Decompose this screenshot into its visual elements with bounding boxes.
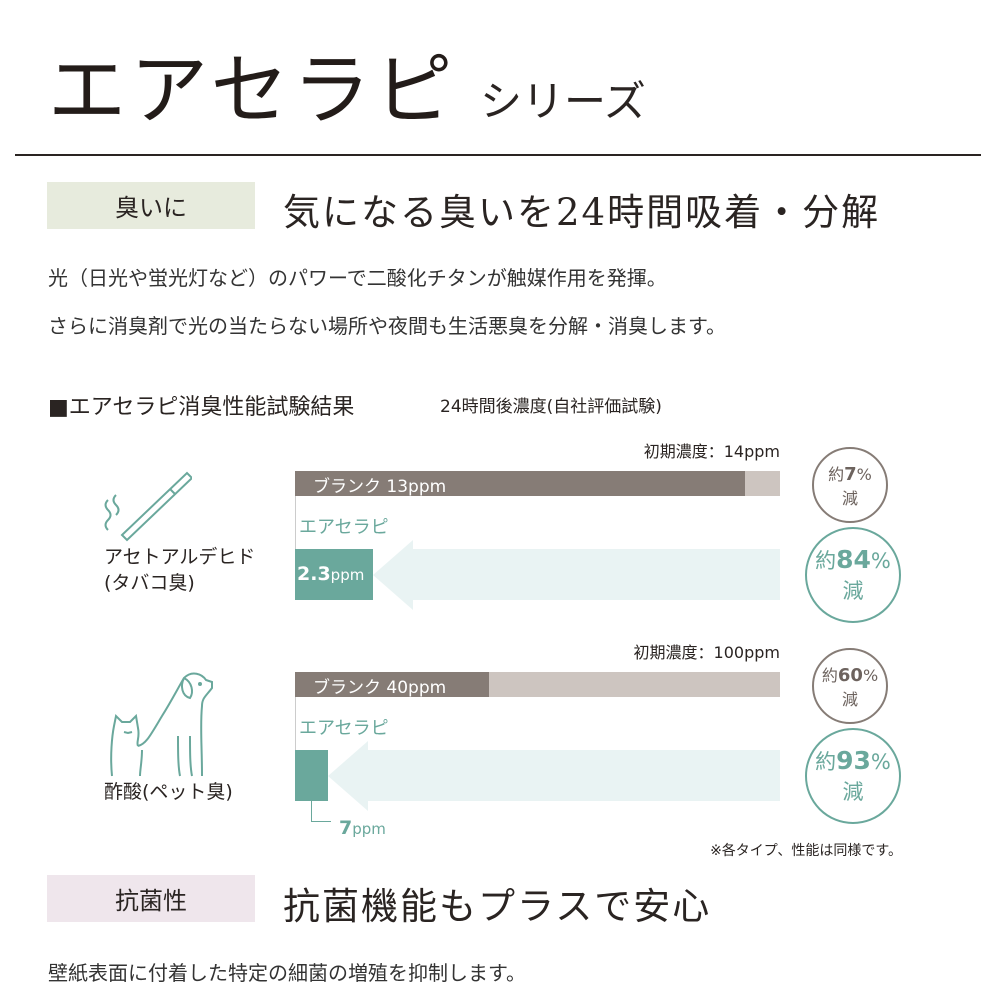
footnote: ※各タイプ、性能は同様です。 (710, 843, 902, 859)
section-tag-odor: 臭いに (47, 182, 255, 229)
section-tag-antibacterial: 抗菌性 (47, 875, 255, 922)
connector (311, 801, 312, 821)
product-reduction-badge: 約84% 減 (805, 527, 901, 623)
blank-label: ブランク 40ppm (313, 678, 447, 698)
test-heading: ■エアセラピ消臭性能試験結果 (48, 395, 355, 420)
blank-bar (295, 471, 746, 496)
page-title: エアセラピ (48, 46, 457, 136)
initial-concentration: 初期濃度：100ppm (633, 643, 780, 662)
odor-name: 酢酸(ペット臭) (104, 781, 233, 803)
blank-label: ブランク 13ppm (313, 477, 447, 497)
body-text: 光（日光や蛍光灯など）のパワーで二酸化チタンが触媒作用を発揮。 (48, 266, 667, 290)
product-value: 7ppm (339, 817, 386, 839)
body-text: 壁紙表面に付着した特定の細菌の増殖を抑制します。 (48, 961, 526, 985)
dog-cat-icon (110, 672, 213, 777)
blank-reduction-badge: 約60% 減 (812, 648, 888, 724)
section-headline-odor: 気になる臭いを24時間吸着・分解 (283, 191, 881, 234)
odor-icon (92, 465, 194, 549)
body-text: さらに消臭剤で光の当たらない場所や夜間も生活悪臭を分解・消臭します。 (48, 314, 726, 338)
product-bar (295, 750, 328, 801)
axis-line (295, 697, 296, 801)
reduction-arrow (328, 741, 780, 811)
blank-bar (295, 672, 489, 697)
product-bar: 2.3ppm (295, 549, 373, 600)
product-label: エアセラピ (299, 517, 389, 538)
section-headline-antibacterial: 抗菌機能もプラスで安心 (283, 885, 712, 928)
axis-line (295, 496, 296, 600)
test-subheading: 24時間後濃度(自社評価試験) (440, 397, 662, 417)
product-reduction-badge: 約93% 減 (805, 728, 901, 824)
blank-bar-track: ブランク 13ppm (295, 471, 780, 497)
divider (15, 154, 981, 156)
initial-concentration: 初期濃度：14ppm (643, 442, 780, 461)
page-title-suffix: シリーズ (480, 77, 646, 126)
blank-bar-track: ブランク 40ppm (295, 672, 780, 698)
odor-name: アセトアルデヒド (タバコ臭) (104, 546, 256, 594)
reduction-arrow (373, 540, 780, 610)
odor-icon (102, 666, 222, 790)
cigarette-icon (104, 471, 194, 542)
blank-reduction-badge: 約7% 減 (812, 447, 888, 523)
connector (311, 821, 331, 822)
product-label: エアセラピ (299, 718, 389, 739)
